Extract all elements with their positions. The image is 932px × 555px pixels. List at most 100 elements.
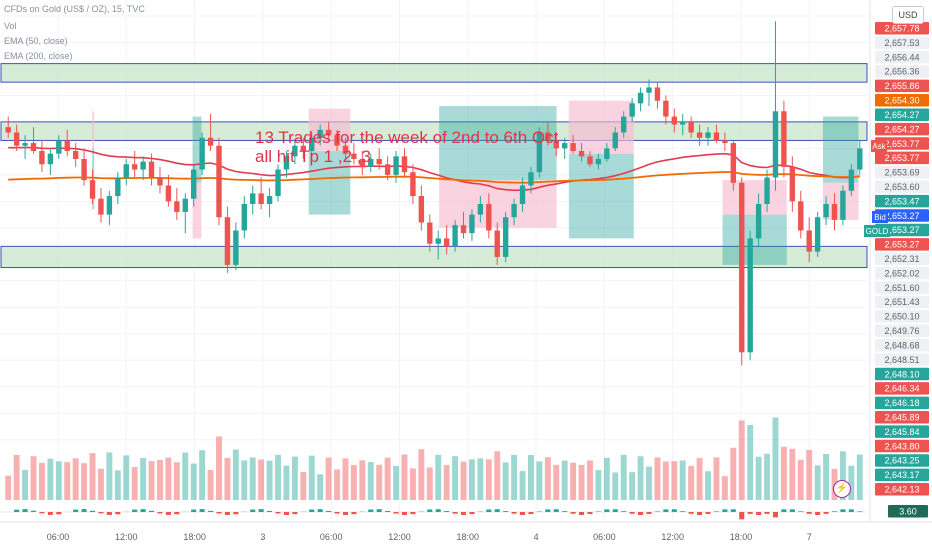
volume-bar xyxy=(654,457,660,500)
candle-body xyxy=(436,238,441,243)
candle-body xyxy=(65,140,70,151)
indicator-bar xyxy=(857,511,862,512)
volume-bar xyxy=(292,457,298,500)
volume-bar xyxy=(520,471,526,500)
volume-bar xyxy=(250,457,256,500)
indicator-bar xyxy=(284,512,289,515)
candle xyxy=(638,87,643,111)
candle-body xyxy=(570,143,575,151)
candle xyxy=(840,185,845,225)
volume-bar xyxy=(671,461,677,500)
candle-body xyxy=(250,193,255,204)
indicator-bar xyxy=(663,509,668,512)
indicator-bar xyxy=(98,512,103,513)
time-tick-label: 06:00 xyxy=(320,532,343,542)
volume-bar xyxy=(343,458,349,500)
candle-body xyxy=(183,199,188,212)
volume-bar xyxy=(435,455,441,500)
candle-body xyxy=(621,117,626,133)
indicator-bar xyxy=(275,512,280,514)
candle-body xyxy=(613,132,618,148)
candle xyxy=(132,151,137,177)
price-label-text: 2,649.76 xyxy=(884,326,919,336)
indicator-bar xyxy=(149,511,154,512)
symbol-title: CFDs on Gold (US$ / OZ), 15, TVC xyxy=(4,4,145,14)
indicator-bar xyxy=(318,509,323,512)
candle-body xyxy=(815,217,820,251)
price-label-text: 2,653.77 xyxy=(884,153,919,163)
volume-bar xyxy=(90,453,96,500)
price-label: 2,643.80 xyxy=(875,440,929,453)
candle-body xyxy=(174,201,179,212)
candle-body xyxy=(528,172,533,185)
candle xyxy=(747,230,752,360)
candle-body xyxy=(124,164,129,177)
indicator-bar xyxy=(849,509,854,512)
volume-bar xyxy=(233,450,239,500)
volume-bar xyxy=(284,466,290,500)
trade-stop-zone xyxy=(92,111,94,148)
volume-bar xyxy=(191,464,197,500)
price-label-text: 2,648.51 xyxy=(884,355,919,365)
candle-body xyxy=(22,143,27,146)
indicator-bar xyxy=(326,511,331,512)
indicator-bar xyxy=(453,512,458,514)
candle xyxy=(562,138,567,159)
price-label-text: 2,653.27 xyxy=(884,211,919,221)
candle xyxy=(216,138,221,225)
candle-body xyxy=(781,111,786,167)
candle-body xyxy=(579,151,584,156)
volume-bar xyxy=(638,456,644,500)
indicator-bar xyxy=(444,511,449,512)
indicator-bar xyxy=(132,510,137,512)
candle-body xyxy=(638,93,643,104)
indicator-bar xyxy=(166,512,171,515)
candle xyxy=(73,143,78,167)
currency-selector[interactable]: USD xyxy=(892,6,924,24)
candle-body xyxy=(208,138,213,146)
candle-body xyxy=(132,164,137,169)
volume-bar xyxy=(174,462,180,500)
candle xyxy=(781,101,786,178)
candle-body xyxy=(233,230,238,264)
volume-bar xyxy=(31,456,37,500)
price-label: 2,653.47 xyxy=(875,195,929,208)
candle-body xyxy=(629,103,634,116)
time-tick-label: 3 xyxy=(260,532,265,542)
candle-body xyxy=(6,127,11,132)
candle-body xyxy=(419,196,424,222)
candle xyxy=(48,148,53,174)
indicator-bar xyxy=(23,509,28,512)
price-label-text: 2,656.36 xyxy=(884,67,919,77)
volume-bar xyxy=(739,421,745,500)
price-label: 2,645.84 xyxy=(875,425,929,438)
candle-body xyxy=(107,196,112,215)
candle xyxy=(81,148,86,185)
volume-bar xyxy=(182,453,188,500)
indicator-bar xyxy=(503,511,508,512)
indicator-bar xyxy=(689,512,694,514)
price-label: 2,651.60 xyxy=(875,281,929,294)
candle xyxy=(166,175,171,207)
indicator-bar xyxy=(545,509,550,512)
price-label-text: 2,651.43 xyxy=(884,297,919,307)
indicator-bar xyxy=(748,512,753,514)
indicator-bar xyxy=(292,512,297,514)
tag-label: Bid xyxy=(874,213,886,222)
lightning-bolt-icon[interactable]: ⚡ xyxy=(833,480,851,498)
volume-bar xyxy=(300,472,306,500)
volume-bar xyxy=(604,458,610,500)
volume-bar xyxy=(359,460,365,500)
volume-bar xyxy=(115,470,121,500)
candle-body xyxy=(81,159,86,180)
indicator-bar xyxy=(402,512,407,515)
volume-bar xyxy=(823,454,829,500)
volume-bar xyxy=(64,462,70,500)
indicator-bar xyxy=(621,511,626,512)
volume-bar xyxy=(410,468,416,500)
candle-body xyxy=(73,151,78,159)
candle-body xyxy=(790,167,795,201)
indicator-bar xyxy=(520,512,525,515)
